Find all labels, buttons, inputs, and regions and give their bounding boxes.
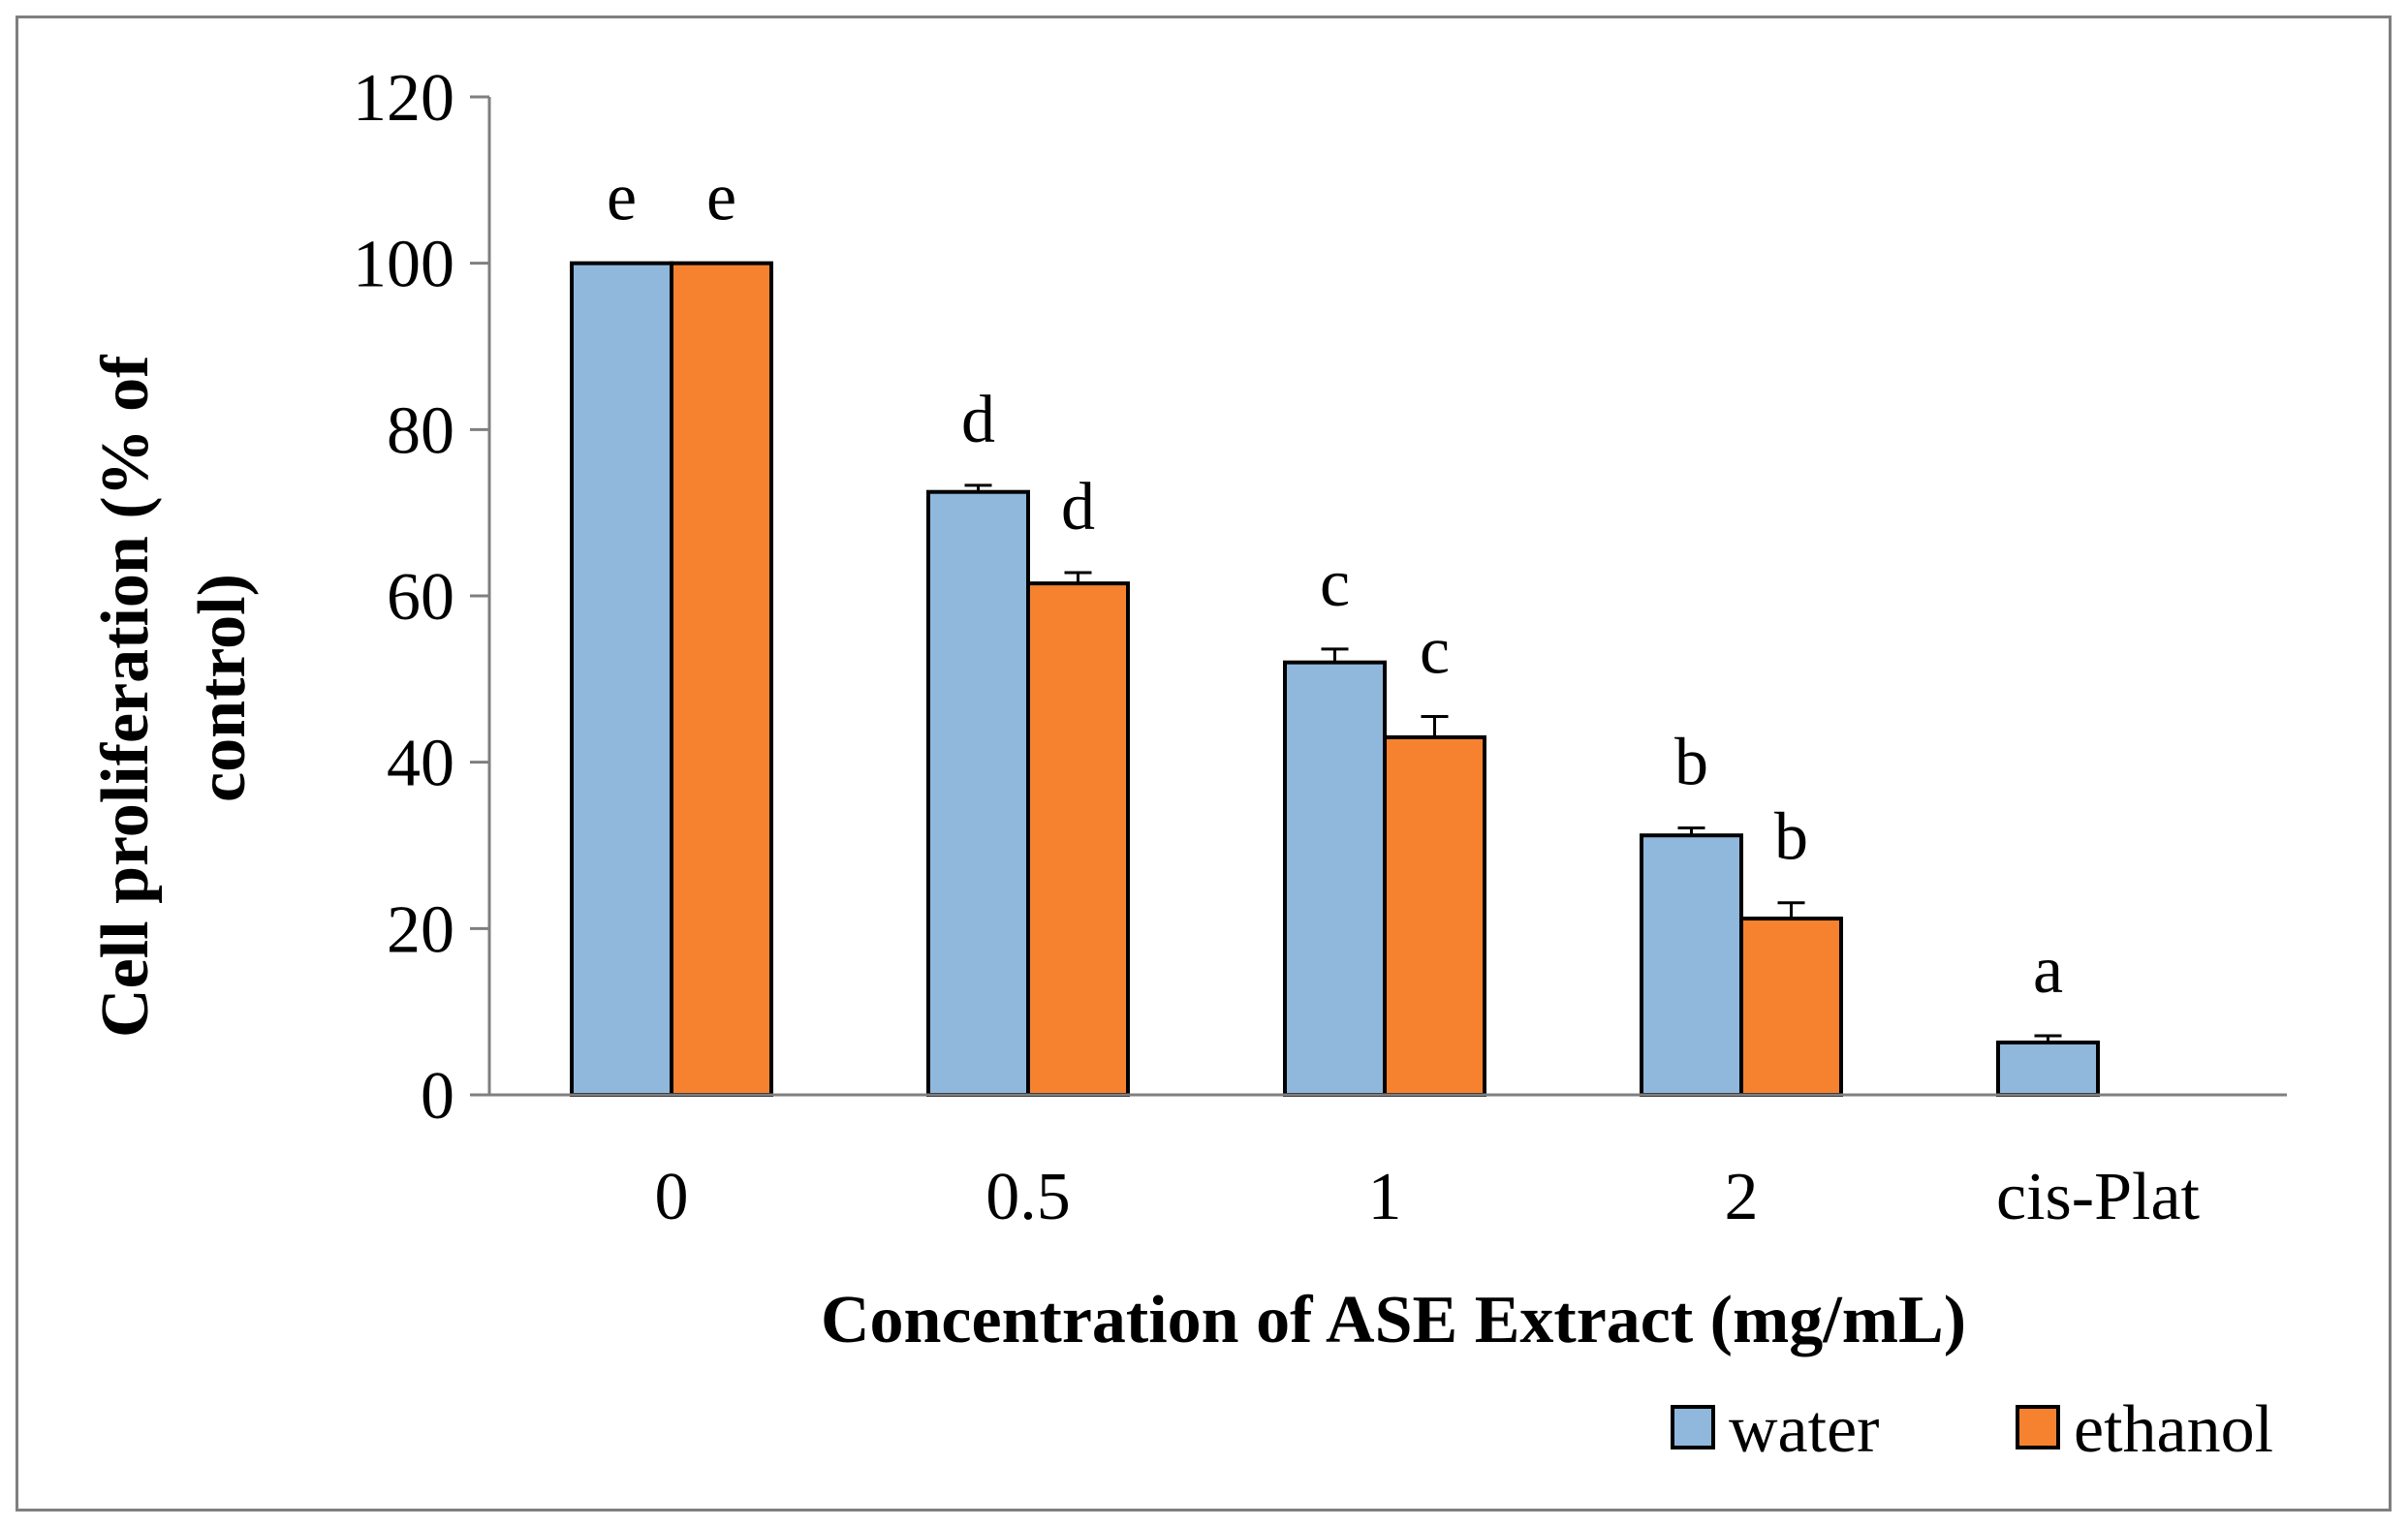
x-tick-label: 1 <box>1368 1160 1402 1234</box>
significance-letter: d <box>1061 470 1095 545</box>
x-tick-label: cis-Plat <box>1996 1160 2201 1234</box>
bar-ethanol <box>1739 917 1843 1097</box>
significance-letter: c <box>1420 613 1450 688</box>
legend-swatch-ethanol <box>2016 1405 2060 1449</box>
x-tick-label: 0.5 <box>985 1160 1071 1234</box>
legend-label-water: water <box>1729 1392 1879 1467</box>
y-tick-label: 0 <box>421 1059 454 1134</box>
significance-letter: b <box>1774 800 1808 875</box>
bar-ethanol <box>1383 734 1486 1098</box>
legend-swatch-water <box>1671 1405 1715 1449</box>
bar-ethanol <box>670 261 773 1097</box>
significance-letter: e <box>706 161 736 235</box>
bar-water <box>1640 833 1743 1097</box>
y-axis-title: Cell proliferation (% of control) <box>88 338 260 1038</box>
legend: water ethanol <box>1671 1392 2273 1467</box>
bar-water <box>1996 1040 2100 1098</box>
significance-letter: b <box>1674 725 1708 799</box>
significance-letter: a <box>2033 933 2063 1008</box>
bar-water <box>1283 660 1387 1098</box>
significance-letter: c <box>1320 546 1350 621</box>
y-axis-title-line-1: Cell proliferation (% of <box>88 355 163 1038</box>
x-axis-title: Concentration of ASE Extract (mg/mL) <box>821 1283 1966 1357</box>
significance-letters: e e dd cc bb a <box>607 161 2063 1008</box>
significance-letter: d <box>961 383 995 457</box>
bars <box>570 261 2100 1098</box>
bar-water <box>570 261 673 1097</box>
bar-ethanol <box>1026 581 1130 1097</box>
y-tick-label: 100 <box>353 228 454 302</box>
x-tick-label: 0 <box>655 1160 689 1234</box>
x-tick-label: 2 <box>1725 1160 1759 1234</box>
chart-frame <box>16 16 2392 1511</box>
y-tick-label: 120 <box>353 61 454 136</box>
y-tick-label: 80 <box>387 393 454 468</box>
legend-label-ethanol: ethanol <box>2074 1392 2273 1467</box>
y-tick-label: 60 <box>387 560 454 635</box>
y-tick-label: 20 <box>387 892 454 967</box>
bar-water <box>926 489 1030 1098</box>
significance-letter: e <box>607 161 637 235</box>
y-axis: 0 20 40 60 80 100 120 <box>353 61 491 1134</box>
x-axis: 0 0.5 1 2 cis-Plat <box>489 1093 2287 1234</box>
y-tick-label: 40 <box>387 727 454 801</box>
y-axis-title-line-2: control) <box>185 574 260 802</box>
